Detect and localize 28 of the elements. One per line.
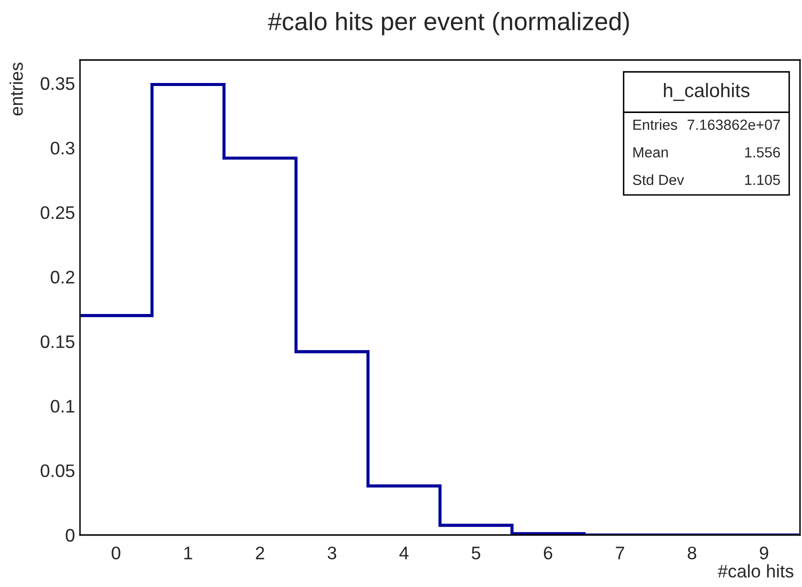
x-tick-label: 5	[472, 546, 480, 560]
y-tick-label: 0.25	[40, 206, 74, 220]
y-tick-label: 0.3	[50, 142, 74, 154]
x-tick-label: 0	[112, 546, 120, 560]
x-tick-label: 3	[328, 546, 336, 560]
y-tick-label: 0.2	[50, 270, 74, 284]
annotation: 1.105	[745, 174, 780, 186]
y-tick-label: 0.1	[50, 400, 74, 413]
y-tick-label: 0	[66, 528, 74, 542]
y-tick-label: 0.15	[40, 335, 74, 348]
annotation: Entries	[633, 119, 678, 130]
annotation: h_calohits	[664, 83, 750, 101]
x-tick-label: 6	[544, 546, 552, 560]
y-tick-label: 0.35	[40, 77, 74, 90]
annotation: Mean	[633, 147, 668, 158]
chart-title: #calo hits per event (normalized)	[268, 12, 629, 36]
x-tick-label: 2	[256, 546, 264, 560]
y-axis-title: entries	[10, 62, 23, 116]
annotation: 1.556	[745, 147, 780, 158]
x-axis-title: #calo hits	[718, 564, 794, 578]
x-tick-label: 8	[688, 546, 696, 560]
x-tick-label: 7	[616, 546, 624, 560]
x-tick-label: 4	[399, 546, 408, 560]
x-tick-label: 1	[184, 546, 192, 560]
annotation: 7.163862e+07	[688, 120, 780, 130]
y-tick-label: 0.05	[40, 464, 74, 478]
x-tick-label: 9	[760, 546, 768, 560]
annotation: Std Dev	[632, 174, 684, 186]
